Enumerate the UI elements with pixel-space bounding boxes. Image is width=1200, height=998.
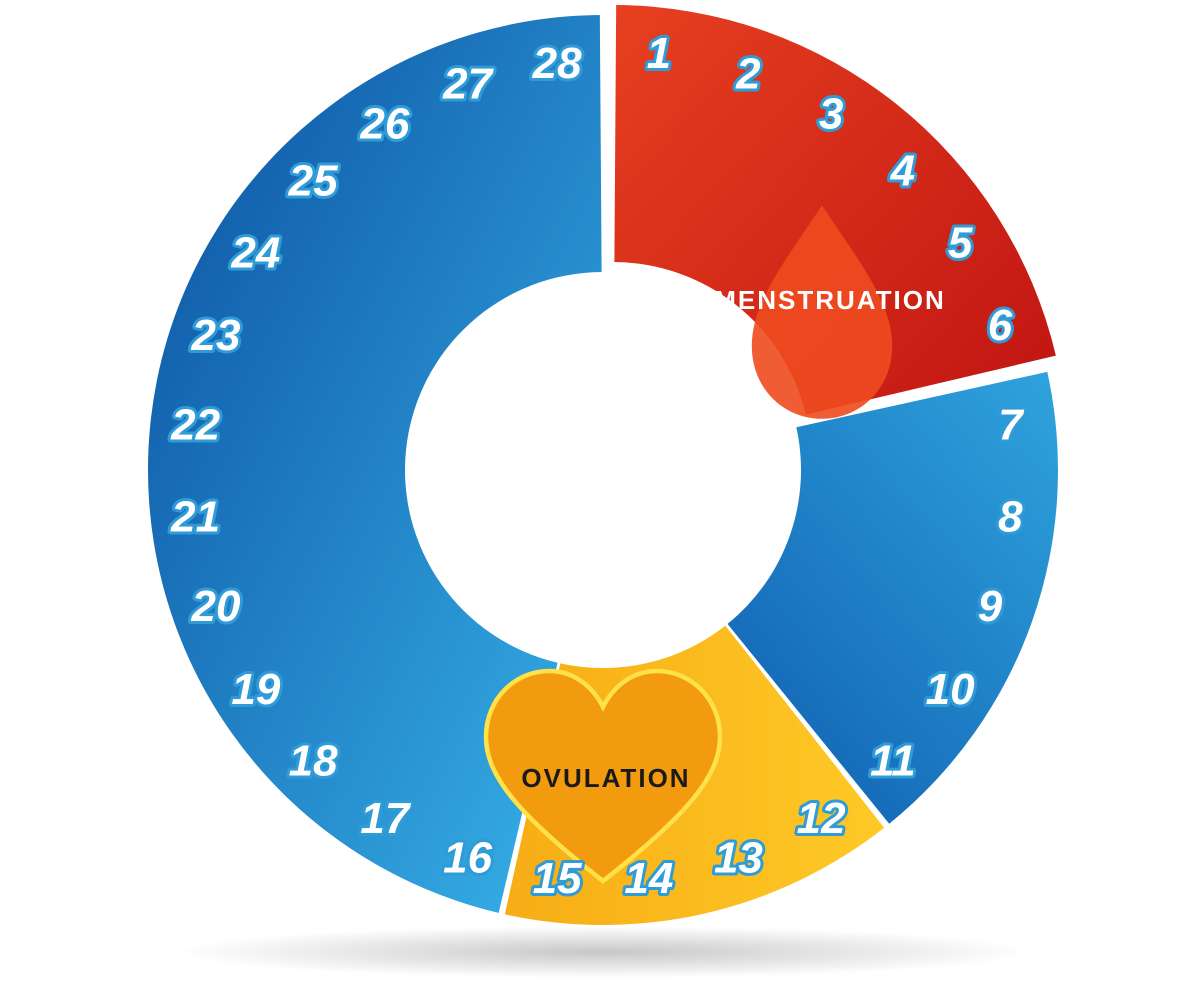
cycle-donut-svg: MENSTRUATIONOVULATION1234567891011121314… (0, 0, 1200, 998)
day-label-14: 14 (624, 854, 673, 903)
day-label-21: 21 (170, 493, 220, 542)
day-label-12: 12 (797, 794, 846, 843)
day-label-16: 16 (443, 834, 492, 883)
day-label-9: 9 (978, 582, 1003, 631)
label-menstruation: MENSTRUATION (714, 285, 946, 315)
day-label-2: 2 (735, 50, 761, 99)
day-label-24: 24 (230, 228, 280, 277)
day-label-10: 10 (926, 665, 975, 714)
day-label-19: 19 (231, 665, 280, 714)
day-label-17: 17 (360, 794, 411, 843)
day-label-6: 6 (988, 301, 1013, 350)
day-label-26: 26 (359, 99, 409, 148)
label-ovulation: OVULATION (521, 763, 690, 793)
day-label-15: 15 (533, 854, 582, 903)
day-label-20: 20 (191, 582, 241, 631)
day-label-13: 13 (714, 834, 763, 883)
day-label-11: 11 (870, 737, 916, 786)
day-label-27: 27 (442, 60, 494, 109)
day-label-4: 4 (890, 147, 915, 196)
day-label-1: 1 (647, 29, 671, 78)
day-label-22: 22 (170, 401, 220, 450)
floor-shadow (173, 926, 1033, 978)
day-label-18: 18 (289, 737, 338, 786)
menstrual-cycle-chart: MENSTRUATIONOVULATION1234567891011121314… (0, 0, 1200, 998)
day-label-8: 8 (998, 493, 1023, 542)
day-label-23: 23 (191, 311, 241, 360)
day-label-5: 5 (948, 218, 973, 267)
day-label-25: 25 (288, 157, 338, 206)
day-label-3: 3 (819, 89, 843, 138)
day-label-7: 7 (998, 401, 1025, 450)
day-label-28: 28 (532, 39, 582, 88)
